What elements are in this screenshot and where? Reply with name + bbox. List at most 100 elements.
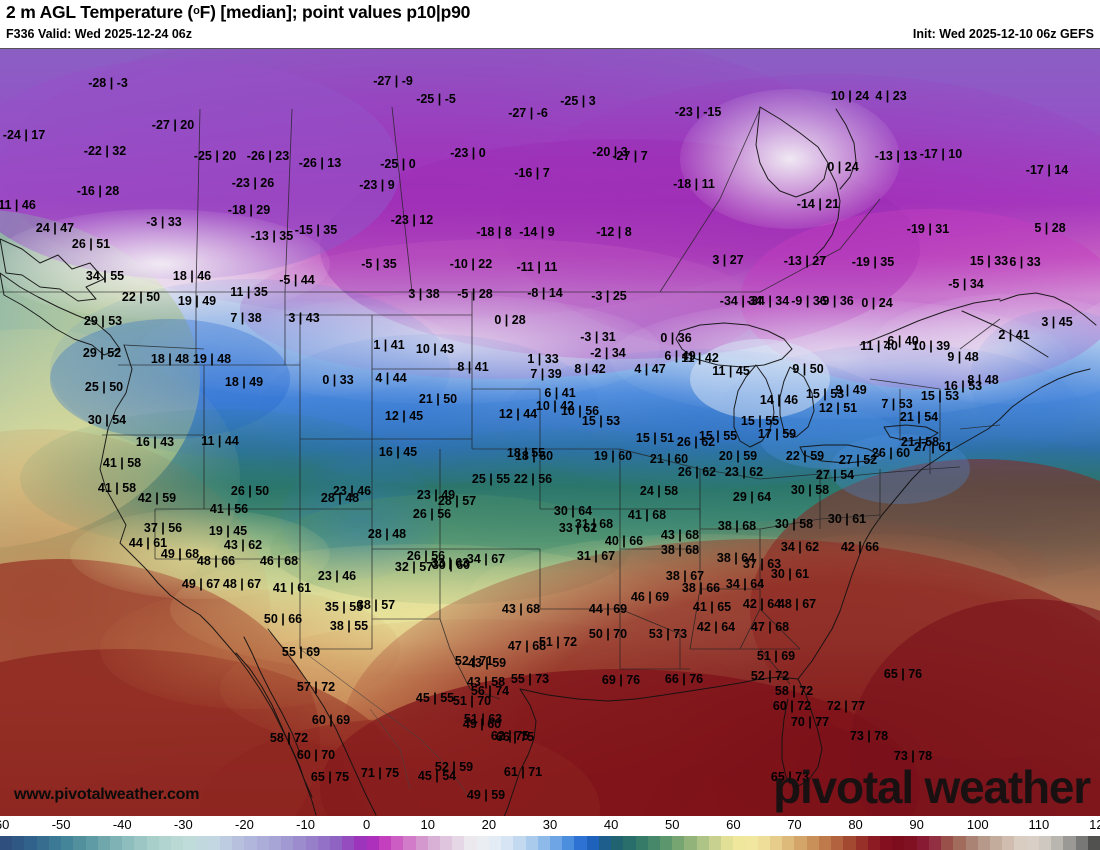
- colorbar-swatch: [843, 836, 857, 850]
- colorbar-swatch: [672, 836, 686, 850]
- colorbar-swatch: [574, 836, 588, 850]
- page-title-suffix: F) [median]; point values p10|p90: [199, 2, 471, 22]
- colorbar-swatch: [501, 836, 514, 850]
- colorbar-swatch: [1038, 836, 1052, 850]
- colorbar-swatch: [293, 836, 307, 850]
- colorbar-swatch: [158, 836, 172, 850]
- colorbar-swatch: [1002, 836, 1016, 850]
- colorbar-tick: -40: [112, 817, 132, 832]
- colorbar-swatch: [415, 836, 429, 850]
- colorbar-swatch: [256, 836, 270, 850]
- colorbar-swatch: [440, 836, 453, 850]
- colorbar-swatch: [427, 836, 441, 850]
- colorbar-swatch: [134, 836, 148, 850]
- init-time-label: Init: Wed 2025-12-10 06z GEFS: [912, 27, 1094, 41]
- colorbar-tick: -10: [296, 817, 315, 832]
- colorbar-swatch: [1026, 836, 1040, 850]
- colorbar-swatch: [965, 836, 979, 850]
- colorbar-tick: 30: [542, 817, 558, 832]
- colorbar-tick: 0: [363, 817, 371, 832]
- colorbar-gradient: [0, 836, 1100, 850]
- colorbar-tick: 40: [603, 817, 619, 832]
- colorbar-swatch: [452, 836, 466, 850]
- colorbar-swatch: [647, 836, 661, 850]
- colorbar-swatch: [513, 836, 527, 850]
- colorbar-swatch: [244, 836, 258, 850]
- colorbar-swatch: [537, 836, 551, 850]
- page-title: 2 m AGL Temperature (oF) [median]; point…: [6, 2, 470, 23]
- colorbar-swatch: [904, 836, 918, 850]
- colorbar-swatch: [1075, 836, 1089, 850]
- colorbar-swatch: [85, 836, 99, 850]
- colorbar-tick: 110: [1028, 817, 1050, 832]
- colorbar-swatch: [1051, 836, 1064, 850]
- colorbar-swatch: [598, 836, 612, 850]
- colorbar-swatch: [171, 836, 184, 850]
- colorbar-swatch: [220, 836, 233, 850]
- colorbar-swatch: [366, 836, 380, 850]
- colorbar-tick: 80: [848, 817, 863, 832]
- colorbar-swatch: [867, 836, 881, 850]
- colorbar-swatch: [354, 836, 368, 850]
- colorbar-swatch: [794, 836, 808, 850]
- colorbar-swatch: [586, 836, 600, 850]
- colorbar-swatch: [403, 836, 417, 850]
- colorbar-swatch: [330, 836, 343, 850]
- colorbar-swatch: [378, 836, 392, 850]
- colorbar-swatch: [232, 836, 246, 850]
- colorbar-swatch: [916, 836, 930, 850]
- colorbar-swatch: [611, 836, 624, 850]
- colorbar-swatch: [476, 836, 490, 850]
- colorbar-swatch: [684, 836, 698, 850]
- colorbar-swatch: [696, 836, 710, 850]
- colorbar-swatch: [757, 836, 771, 850]
- colorbar-swatch: [990, 836, 1003, 850]
- colorbar-swatch: [110, 836, 123, 850]
- weather-map[interactable]: -24 | 17 -28 | -3 -22 | 32 -27 | 20 -16 | 28…: [0, 48, 1100, 816]
- colorbar-swatch: [806, 836, 820, 850]
- colorbar-tick: -30: [173, 817, 193, 832]
- colorbar-tick-labels: -60 -50 -40 -30 -20 -10 0 10 20 30 40 50 60 70 80 90 100…: [0, 816, 1100, 836]
- colorbar-swatch: [782, 836, 796, 850]
- colorbar-tick: -20: [235, 817, 254, 832]
- colorbar-tick: 60: [726, 817, 741, 832]
- colorbar-tick: 50: [664, 817, 680, 832]
- colorbar-swatch: [391, 836, 404, 850]
- colorbar[interactable]: -60 -50 -40 -30 -20 -10 0 10 20 30 40 50 60 70 80 90 100…: [0, 816, 1100, 850]
- colorbar-swatch: [562, 836, 576, 850]
- colorbar-swatch: [880, 836, 893, 850]
- colorbar-swatch: [207, 836, 221, 850]
- valid-time-label: F336 Valid: Wed 2025-12-24 06z: [6, 27, 192, 41]
- colorbar-swatch: [61, 836, 74, 850]
- colorbar-swatch: [660, 836, 673, 850]
- colorbar-swatch: [183, 836, 197, 850]
- colorbar-swatch: [831, 836, 844, 850]
- page-title-text: 2 m AGL Temperature (: [6, 2, 194, 22]
- colorbar-swatch: [953, 836, 967, 850]
- colorbar-swatch: [550, 836, 563, 850]
- colorbar-swatch: [122, 836, 136, 850]
- colorbar-swatch: [623, 836, 637, 850]
- colorbar-swatch: [195, 836, 209, 850]
- colorbar-swatch: [1014, 836, 1028, 850]
- colorbar-swatch: [892, 836, 906, 850]
- colorbar-swatch: [48, 836, 62, 850]
- colorbar-swatch: [1063, 836, 1077, 850]
- colorbar-swatch: [1087, 836, 1100, 850]
- site-url-watermark: www.pivotalweather.com: [14, 786, 200, 803]
- temperature-raster: [0, 49, 1100, 816]
- colorbar-swatch: [770, 836, 783, 850]
- colorbar-swatch: [488, 836, 502, 850]
- colorbar-swatch: [146, 836, 160, 850]
- colorbar-swatch: [635, 836, 649, 850]
- colorbar-swatch: [733, 836, 747, 850]
- colorbar-swatch: [36, 836, 50, 850]
- colorbar-tick: 120: [1089, 817, 1100, 832]
- colorbar-swatch: [745, 836, 759, 850]
- brand-watermark: pivotal weather: [773, 761, 1091, 813]
- degree-symbol: o: [193, 5, 200, 17]
- colorbar-tick: -50: [51, 817, 71, 832]
- colorbar-swatch: [721, 836, 734, 850]
- colorbar-swatch: [977, 836, 991, 850]
- colorbar-tick: 70: [787, 817, 802, 832]
